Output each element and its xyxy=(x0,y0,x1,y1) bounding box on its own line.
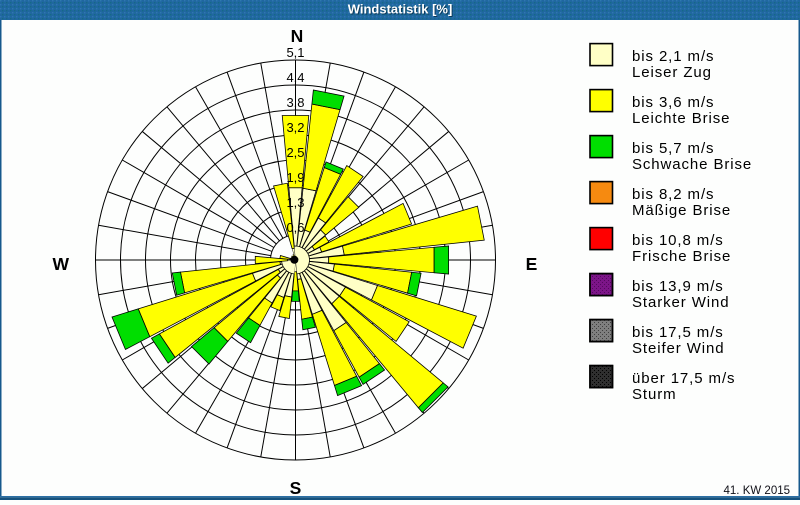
svg-text:E: E xyxy=(526,254,538,274)
svg-text:2,5: 2,5 xyxy=(286,145,304,160)
svg-text:1,3: 1,3 xyxy=(286,195,304,210)
svg-text:über 17,5 m/s: über 17,5 m/s xyxy=(632,370,735,387)
svg-text:Schwache Brise: Schwache Brise xyxy=(632,156,752,173)
svg-text:S: S xyxy=(290,478,302,498)
svg-text:4,4: 4,4 xyxy=(286,70,304,85)
svg-text:3,8: 3,8 xyxy=(286,95,304,110)
svg-text:Leiser Zug: Leiser Zug xyxy=(632,64,712,81)
svg-text:0,6: 0,6 xyxy=(286,220,304,235)
svg-text:Windstatistik [%]: Windstatistik [%] xyxy=(348,2,453,17)
svg-text:Mäßige Brise: Mäßige Brise xyxy=(632,202,731,219)
svg-text:3,2: 3,2 xyxy=(286,120,304,135)
svg-text:bis 17,5 m/s: bis 17,5 m/s xyxy=(632,324,724,341)
svg-text:5,1: 5,1 xyxy=(286,45,304,60)
svg-text:1,9: 1,9 xyxy=(286,170,304,185)
svg-text:bis 3,6 m/s: bis 3,6 m/s xyxy=(632,94,714,111)
svg-text:Starker Wind: Starker Wind xyxy=(632,294,730,311)
svg-text:bis 2,1 m/s: bis 2,1 m/s xyxy=(632,48,714,65)
svg-text:W: W xyxy=(53,254,70,274)
svg-text:N: N xyxy=(291,26,304,46)
svg-text:41. KW 2015: 41. KW 2015 xyxy=(724,485,790,497)
svg-text:bis 5,7 m/s: bis 5,7 m/s xyxy=(632,140,714,157)
svg-text:Sturm: Sturm xyxy=(632,386,677,403)
svg-text:Steifer Wind: Steifer Wind xyxy=(632,340,725,357)
svg-text:bis 10,8 m/s: bis 10,8 m/s xyxy=(632,232,724,249)
svg-text:bis 13,9 m/s: bis 13,9 m/s xyxy=(632,278,724,295)
svg-text:Leichte Brise: Leichte Brise xyxy=(632,110,730,127)
svg-text:Frische Brise: Frische Brise xyxy=(632,248,731,265)
svg-text:bis 8,2 m/s: bis 8,2 m/s xyxy=(632,186,714,203)
